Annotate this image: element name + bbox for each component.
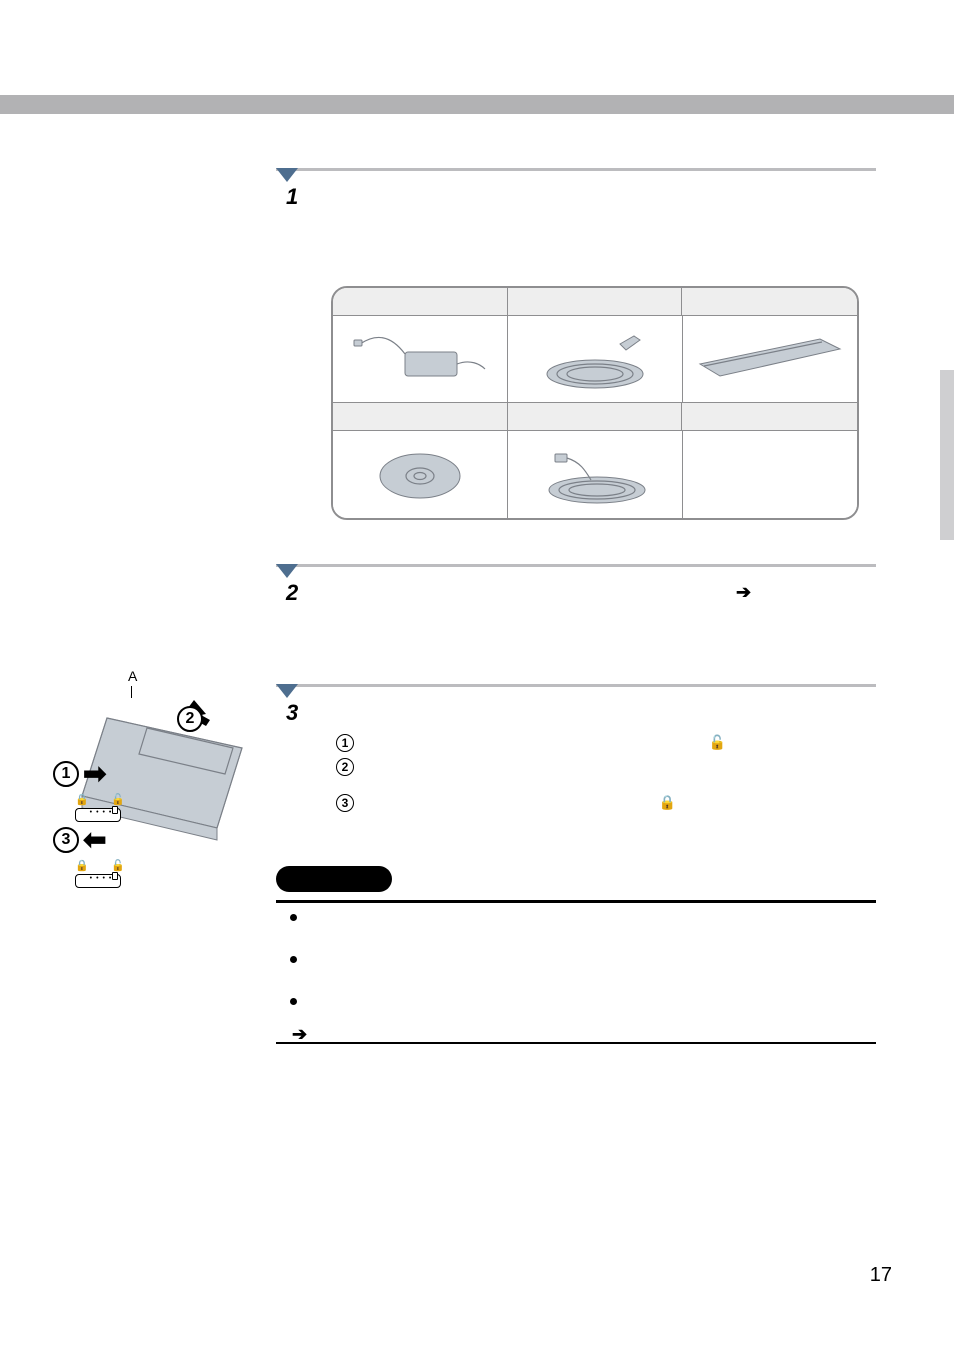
slider-widget-2: • • • • <box>75 874 121 888</box>
step3-item-3: 3 🔒 <box>336 794 876 812</box>
illus-callout-2: 2 <box>177 706 203 732</box>
caution-top-rule <box>276 900 876 903</box>
illus-callout-1-num: 1 <box>53 761 79 787</box>
computer-illustration: 2 1 ➡ 🔒 🔓 • • • • 3 ➡ 🔒 🔓 • • • • <box>47 668 247 888</box>
caution-bottom-rule <box>276 1042 876 1044</box>
step3-item-1-num: 1 <box>336 734 354 752</box>
lock-icon: 🔒 <box>659 794 676 811</box>
step3-item-3-num: 3 <box>336 794 354 812</box>
step3-number: 3 <box>286 700 298 726</box>
step3-rule <box>276 684 876 687</box>
acc-image-battery <box>683 316 857 402</box>
lock-closed-icon-2: 🔒 <box>75 860 89 872</box>
illus-callout-1: 1 ➡ <box>53 760 106 788</box>
illus-arrow-right-icon: ➡ <box>83 760 106 788</box>
acc-header-6 <box>682 403 857 430</box>
step3-item-2-num: 2 <box>336 758 354 776</box>
step2-rule <box>276 564 876 567</box>
bullet-icon <box>290 956 297 963</box>
caution-arrow-icon: ➔ <box>292 1024 307 1044</box>
caution-bullet-1 <box>290 910 876 940</box>
acc-image-ac-adapter <box>333 316 508 402</box>
acc-empty-6 <box>683 431 857 518</box>
acc-header-4 <box>333 403 508 430</box>
step1-triangle-icon <box>276 168 298 182</box>
acc-image-ac-cord <box>508 316 683 402</box>
step3-list: 1 🔓 2 3 🔒 <box>336 734 876 818</box>
acc-image-modem-cable <box>508 431 683 518</box>
unlock-icon: 🔓 <box>709 734 726 751</box>
illus-callout-3: 3 ➡ <box>53 826 106 854</box>
illus-slider-1: 🔒 🔓 • • • • <box>75 790 125 827</box>
side-tab <box>940 370 954 540</box>
step3-triangle-icon <box>276 684 298 698</box>
accessories-table <box>331 286 859 520</box>
step2-number: 2 <box>286 580 298 606</box>
step1-rule <box>276 168 876 171</box>
caution-label <box>276 866 392 892</box>
caution-bullet-3 <box>290 994 876 1024</box>
page-number: 17 <box>870 1264 892 1287</box>
illus-slider-2: 🔒 🔓 • • • • <box>75 856 125 893</box>
step1-number: 1 <box>286 184 298 210</box>
lock-open-icon: 🔓 <box>111 794 125 806</box>
lock-closed-icon: 🔒 <box>75 794 89 806</box>
bullet-icon <box>290 914 297 921</box>
illus-callout-3-num: 3 <box>53 827 79 853</box>
illus-callout-2-num: 2 <box>177 706 203 732</box>
caution-list: ➔ <box>290 910 876 1045</box>
acc-header-1 <box>333 288 508 315</box>
step2-arrow-icon: ➔ <box>736 582 751 603</box>
step3-item-1: 1 🔓 <box>336 734 876 752</box>
acc-header-5 <box>508 403 683 430</box>
acc-header-3 <box>682 288 857 315</box>
step2-triangle-icon <box>276 564 298 578</box>
acc-image-disc <box>333 431 508 518</box>
acc-header-2 <box>508 288 683 315</box>
caution-bullet-2 <box>290 952 876 982</box>
step3-item-2: 2 <box>336 758 876 776</box>
lock-open-icon-2: 🔓 <box>111 860 125 872</box>
bullet-icon <box>290 998 297 1005</box>
slider-widget-1: • • • • <box>75 808 121 822</box>
top-bar <box>0 95 954 114</box>
illus-arrow-left-icon: ➡ <box>83 826 106 854</box>
